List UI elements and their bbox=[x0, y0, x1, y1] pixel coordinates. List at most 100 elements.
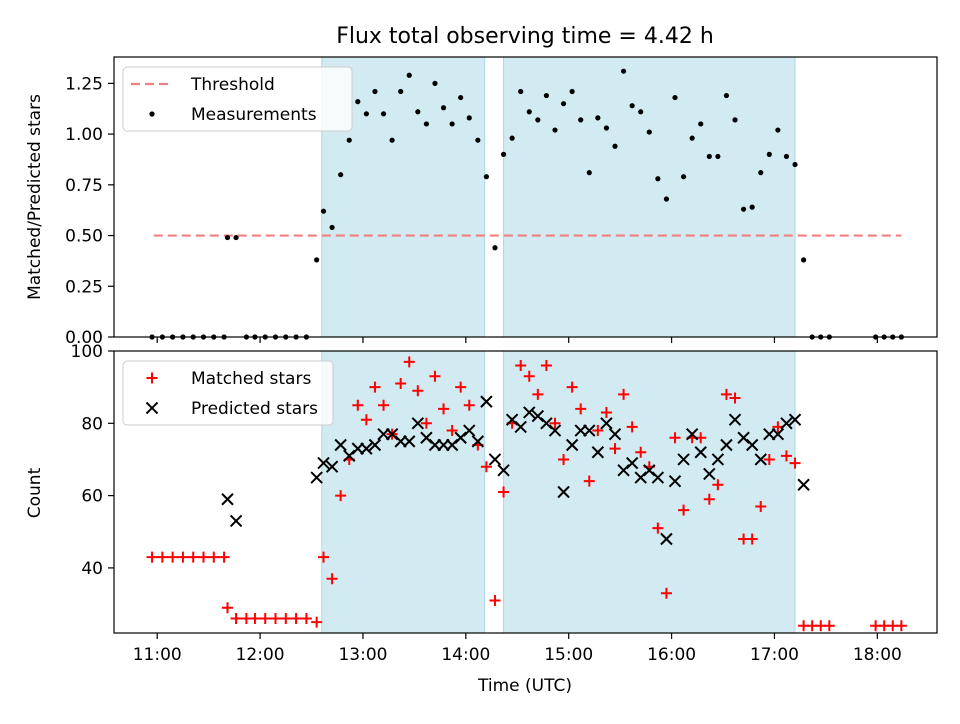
bottom-xtick-label-14: 14:00 bbox=[441, 645, 490, 665]
x-axis-label: Time (UTC) bbox=[477, 676, 572, 696]
predicted-stars-point-8 bbox=[360, 442, 373, 455]
matched-stars-point-48 bbox=[575, 403, 587, 415]
measurements-point-20 bbox=[338, 172, 344, 178]
measurements-point-43 bbox=[535, 117, 541, 123]
top-ytick-label-2: 0.50 bbox=[65, 227, 103, 247]
bottom-xtick-label-15: 15:00 bbox=[544, 645, 593, 665]
bottom-legend-predicted-stars-label: Predicted stars bbox=[191, 399, 318, 419]
measurements-point-30 bbox=[423, 121, 429, 127]
bottom-legend bbox=[122, 360, 334, 426]
top-legend bbox=[122, 66, 353, 132]
bottom-ytick-label-3: 100 bbox=[71, 342, 103, 362]
matched-stars-point-81 bbox=[895, 620, 907, 632]
top-panel: 0.00 0.25 0.50 0.75 1.00 1.25 Threshold Measure… bbox=[65, 56, 938, 348]
matched-stars-point-41 bbox=[515, 359, 527, 371]
matched-stars-point-33 bbox=[446, 425, 458, 437]
predicted-stars-point-36 bbox=[600, 417, 613, 430]
predicted-stars-point-30 bbox=[548, 424, 562, 437]
bottom-ytick-label-0: 40 bbox=[81, 559, 103, 579]
measurements-point-40 bbox=[509, 135, 515, 141]
measurements-point-24 bbox=[372, 88, 378, 95]
bottom-legend-predicted-stars-marker bbox=[145, 401, 159, 415]
top-shade-1 bbox=[503, 56, 796, 338]
matched-stars-point-1 bbox=[156, 551, 168, 563]
matched-stars-point-31 bbox=[429, 370, 441, 382]
predicted-stars-point-5 bbox=[334, 438, 347, 452]
predicted-stars-point-35 bbox=[591, 446, 605, 459]
measurements-point-57 bbox=[655, 176, 661, 182]
top-ytick-label-4: 1.00 bbox=[65, 125, 103, 145]
bottom-ytick-label-2: 80 bbox=[81, 414, 103, 434]
measurements-point-42 bbox=[526, 109, 532, 115]
matched-stars-point-0 bbox=[146, 551, 158, 563]
matched-stars-point-27 bbox=[395, 378, 407, 390]
predicted-stars-point-3 bbox=[317, 456, 330, 470]
predicted-stars-point-43 bbox=[660, 532, 673, 546]
matched-stars-point-35 bbox=[463, 399, 475, 411]
predicted-stars-point-54 bbox=[754, 453, 767, 466]
measurements-point-44 bbox=[543, 92, 550, 99]
matched-stars-point-13 bbox=[270, 613, 282, 625]
top-legend-measurements-label: Measurements bbox=[191, 105, 317, 125]
bottom-y-axis-label: Count bbox=[25, 467, 45, 518]
measurements-point-37 bbox=[483, 174, 490, 180]
bottom-legend-matched-stars-marker bbox=[146, 372, 158, 384]
matched-stars-point-65 bbox=[720, 388, 732, 400]
predicted-stars-point-47 bbox=[694, 446, 707, 459]
measurements-point-29 bbox=[415, 109, 421, 115]
predicted-stars-point-21 bbox=[471, 435, 485, 448]
predicted-stars-point-37 bbox=[608, 427, 622, 441]
bottom-panel: 40 60 80 100 11:00 12:00 13:00 14:00 15:00 16:00 1… bbox=[71, 342, 938, 665]
predicted-stars-point-45 bbox=[677, 453, 690, 466]
bottom-xtick-label-12: 12:00 bbox=[236, 645, 285, 665]
matched-stars-point-22 bbox=[352, 399, 364, 411]
predicted-stars-point-14 bbox=[411, 417, 425, 430]
matched-stars-point-50 bbox=[592, 425, 604, 437]
predicted-stars-point-1 bbox=[229, 514, 243, 528]
bottom-xtick-label-11: 11:00 bbox=[133, 645, 182, 665]
predicted-stars-point-13 bbox=[403, 435, 416, 448]
matched-stars-point-24 bbox=[369, 381, 381, 393]
bottom-axes-frame bbox=[113, 350, 938, 634]
measurements-point-8 bbox=[224, 234, 231, 241]
matched-stars-point-42 bbox=[523, 370, 535, 382]
measurements-point-71 bbox=[775, 127, 781, 133]
predicted-stars-point-9 bbox=[368, 438, 382, 452]
predicted-stars-point-20 bbox=[463, 424, 476, 437]
matched-stars-point-18 bbox=[318, 551, 330, 563]
measurements-point-39 bbox=[500, 151, 507, 157]
predicted-stars-point-59 bbox=[797, 478, 810, 491]
matched-stars-point-55 bbox=[635, 446, 647, 458]
matched-stars-point-38 bbox=[489, 594, 501, 606]
matched-stars-point-11 bbox=[249, 613, 261, 625]
measurements-point-26 bbox=[389, 137, 395, 143]
matched-stars-point-16 bbox=[300, 613, 312, 625]
measurements-point-36 bbox=[475, 137, 481, 143]
matched-stars-point-77 bbox=[823, 620, 835, 632]
matched-stars-point-34 bbox=[455, 381, 467, 393]
predicted-stars-point-31 bbox=[557, 485, 570, 499]
matched-stars-point-30 bbox=[420, 417, 432, 429]
measurements-point-58 bbox=[663, 196, 670, 202]
measurements-point-35 bbox=[466, 115, 472, 121]
matched-stars-point-17 bbox=[311, 616, 323, 628]
measurements-point-73 bbox=[792, 161, 798, 168]
matched-stars-point-5 bbox=[198, 551, 210, 563]
measurements-point-49 bbox=[586, 170, 592, 176]
predicted-stars-point-26 bbox=[514, 420, 527, 434]
measurements-point-53 bbox=[620, 68, 627, 74]
predicted-stars-point-24 bbox=[497, 464, 510, 477]
matched-stars-point-4 bbox=[187, 551, 199, 563]
measurements-point-27 bbox=[398, 88, 404, 95]
measurements-point-48 bbox=[578, 117, 584, 123]
measurements-point-23 bbox=[363, 111, 369, 117]
matched-stars-point-44 bbox=[540, 359, 552, 371]
bottom-xtick-label-17: 17:00 bbox=[750, 645, 799, 665]
measurements-point-70 bbox=[766, 151, 772, 157]
measurements-point-33 bbox=[449, 121, 455, 127]
measurements-point-45 bbox=[552, 127, 558, 133]
measurements-point-38 bbox=[492, 245, 498, 251]
matched-stars-point-7 bbox=[218, 551, 230, 563]
matched-stars-point-58 bbox=[660, 587, 672, 599]
bottom-shade-1 bbox=[503, 350, 796, 634]
